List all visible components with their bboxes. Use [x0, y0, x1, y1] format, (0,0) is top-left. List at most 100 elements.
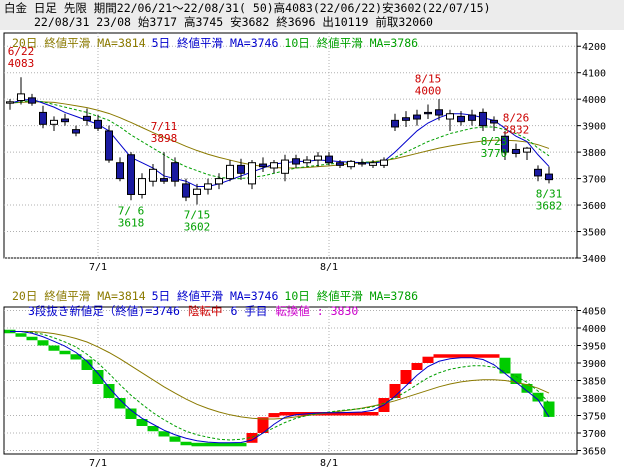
candle-body [380, 159, 388, 166]
kagi-brick [136, 419, 148, 426]
candle-body [490, 119, 498, 124]
kagi-brick [444, 354, 456, 358]
kagi-brick [433, 354, 445, 358]
candle-body [314, 155, 322, 161]
price-y-tick-label: 4000 [582, 95, 606, 106]
kagi-brick [477, 354, 489, 358]
candle-body [6, 101, 14, 104]
kagi-brick [114, 398, 126, 409]
kagi-brick [26, 336, 38, 341]
kagi-brick [15, 333, 27, 337]
kagi-brick [92, 370, 104, 384]
kagi-brick [37, 340, 49, 346]
kagi-ma10-line [10, 331, 550, 441]
kagi-brick [510, 373, 522, 384]
header-line-2: 22/08/31 23/08 始3717 高3745 安3682 終3696 出… [34, 15, 433, 29]
kagi-brick [411, 363, 423, 370]
kagi-ma5-line [10, 331, 550, 444]
annotation-price-0: 4083 [8, 57, 35, 70]
price-x-tick-label: 7/1 [89, 262, 107, 273]
candle-body [50, 119, 58, 125]
annotation-price-1: 3618 [118, 216, 145, 229]
kagi-brick [169, 436, 181, 442]
kagi-brick [367, 412, 379, 416]
candle-body [523, 147, 531, 153]
candle-body [127, 154, 135, 195]
kagi-ma20-line [10, 331, 550, 420]
candle-body [325, 155, 333, 164]
price-y-tick-label: 3800 [582, 148, 606, 159]
annotation-date-6: 8/26 [503, 112, 530, 125]
candle-body [215, 178, 223, 185]
candle-body [182, 183, 190, 198]
kagi-brick [290, 412, 302, 416]
annotation-price-2: 3898 [151, 132, 178, 145]
kagi-brick [202, 442, 214, 447]
annotation-date-5: 8/23 [481, 135, 508, 148]
candle-body [347, 160, 355, 168]
kagi-info-1: 陰転中 [188, 304, 223, 318]
kagi-brick [400, 370, 412, 384]
candle-body [160, 178, 168, 182]
kagi-frame [3, 306, 578, 455]
kagi-legend-2: 10日 終値平滑 MA=3786 [284, 289, 418, 303]
kagi-brick [235, 442, 247, 447]
price-ma20-line [9, 101, 550, 169]
candle-body [259, 163, 267, 168]
kagi-brick [213, 442, 225, 447]
kagi-brick [70, 354, 82, 360]
kagi-brick [257, 417, 269, 433]
kagi-y-tick-label: 3700 [582, 429, 606, 440]
kagi-brick [345, 412, 357, 416]
kagi-brick [246, 433, 258, 443]
candle-body [303, 159, 311, 164]
annotation-date-4: 8/15 [415, 72, 442, 85]
price-frame [3, 32, 578, 259]
price-ma10-line [9, 99, 550, 180]
price-y-tick-label: 3600 [582, 201, 606, 212]
price-legend-0: 20日 終値平滑 MA=3814 [12, 36, 146, 50]
candle-body [402, 117, 410, 121]
kagi-brick [543, 401, 555, 417]
candle-body [237, 164, 245, 174]
kagi-info-2: 6 手目 [230, 304, 267, 318]
annotation-date-2: 7/11 [151, 120, 178, 133]
price-y-tick-label: 3700 [582, 175, 606, 186]
candle-body [457, 115, 465, 123]
candle-body [358, 162, 366, 165]
kagi-brick [334, 412, 346, 416]
candle-body [534, 168, 542, 177]
candle-body [336, 162, 344, 166]
kagi-brick [125, 408, 137, 419]
candle-body [72, 129, 80, 134]
candle-body [501, 135, 509, 153]
annotation-price-4: 4000 [415, 84, 442, 97]
kagi-brick [521, 384, 533, 393]
kagi-y-tick-label: 3650 [582, 447, 606, 458]
price-y-tick-label: 3500 [582, 228, 606, 239]
candle-body [105, 130, 113, 161]
kagi-x-tick-label: 7/1 [89, 458, 107, 469]
kagi-brick [191, 442, 203, 447]
candle-body [413, 114, 421, 120]
kagi-y-tick-label: 4000 [582, 324, 606, 335]
candle-body [193, 188, 201, 195]
kagi-y-tick-label: 3750 [582, 412, 606, 423]
kagi-brick [180, 441, 192, 446]
kagi-brick [147, 426, 159, 432]
candle-body [435, 109, 443, 116]
annotation-date-7: 8/31 [536, 187, 563, 200]
price-x-tick-label: 8/1 [320, 262, 338, 273]
kagi-y-tick-label: 3900 [582, 359, 606, 370]
kagi-brick [224, 442, 236, 447]
kagi-brick [532, 392, 544, 402]
kagi-brick [158, 431, 170, 437]
candle-body [545, 173, 553, 181]
kagi-y-tick-label: 3950 [582, 342, 606, 353]
kagi-brick [48, 345, 60, 351]
price-y-tick-label: 4100 [582, 69, 606, 80]
candle-body [424, 111, 432, 115]
candle-body [94, 119, 102, 129]
header-bar: 白金 日足 先限 期間22/06/21～22/08/31( 50)高4083(2… [0, 0, 624, 30]
kagi-legend-0: 20日 終値平滑 MA=3814 [12, 289, 146, 303]
